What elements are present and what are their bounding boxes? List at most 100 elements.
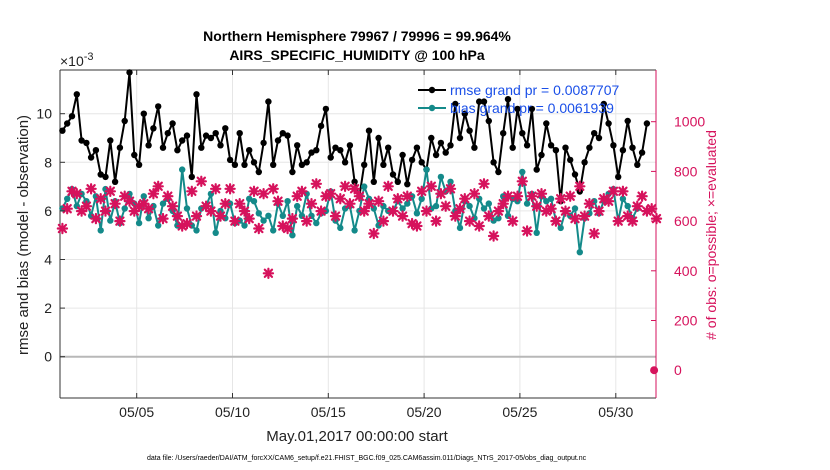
rmse-point	[643, 120, 651, 127]
obs-evaluated-point	[478, 178, 490, 190]
bias-point	[121, 205, 128, 212]
bias-point	[404, 200, 411, 207]
obs-evaluated-point	[420, 205, 433, 217]
obs-evaluated-point	[296, 185, 308, 197]
obs-evaluated-point	[133, 200, 145, 212]
obs-evaluated-point	[200, 200, 212, 212]
bias-point	[480, 205, 488, 212]
obs-evaluated-point	[468, 188, 481, 200]
obs-evaluated-point	[334, 193, 346, 205]
obs-evaluated-point	[142, 203, 155, 215]
obs-evaluated-point	[440, 200, 452, 212]
obs-evaluated-point	[238, 205, 251, 217]
rmse-point	[600, 100, 607, 108]
obs-evaluated-point	[641, 205, 653, 217]
rmse-point	[179, 137, 186, 144]
rmse-point	[59, 127, 66, 134]
bias-point	[294, 202, 301, 210]
rmse-point	[68, 113, 76, 120]
rmse-point	[289, 168, 296, 176]
rmse-point	[394, 178, 401, 185]
rmse-point	[169, 120, 176, 127]
obs-evaluated-point	[171, 210, 184, 222]
obs-evaluated-point	[650, 212, 663, 225]
obs-evaluated-point	[186, 185, 198, 197]
rmse-point	[150, 125, 157, 132]
rmse-point	[418, 159, 425, 166]
obs-evaluated-point	[511, 190, 524, 202]
rmse-point	[337, 147, 344, 154]
obs-evaluated-point	[358, 205, 370, 217]
rmse-point	[538, 151, 545, 159]
obs-evaluated-point	[71, 188, 83, 200]
rmse-point	[619, 147, 627, 154]
rmse-point	[174, 147, 181, 154]
bias-point	[432, 202, 440, 210]
obs-evaluated-point	[320, 190, 332, 202]
obs-evaluated-point	[248, 185, 260, 197]
bias-point	[63, 195, 71, 202]
rmse-point	[605, 120, 612, 127]
obs-evaluated-point	[214, 210, 227, 222]
obs-evaluated-point	[588, 227, 600, 240]
obs-evaluated-point	[487, 230, 500, 242]
y2-axis-label: # of obs: o=possible; ×=evaluated	[703, 130, 719, 340]
obs-evaluated-point	[195, 175, 207, 187]
obs-evaluated-point	[377, 215, 390, 227]
x-tick-label: 05/05	[119, 404, 154, 420]
rmse-point	[164, 130, 171, 137]
obs-evaluated-point	[301, 215, 313, 227]
obs-evaluated-point	[286, 212, 299, 225]
obs-evaluated-point	[612, 215, 624, 227]
rmse-point	[456, 134, 464, 142]
obs-evaluated-point	[348, 183, 361, 195]
bias-point	[179, 166, 186, 173]
obs-evaluated-point	[449, 210, 461, 222]
rmse-point	[255, 168, 262, 176]
obs-evaluated-point	[95, 193, 107, 205]
rmse-point	[140, 110, 147, 117]
x-tick-label: 05/25	[502, 404, 537, 420]
rmse-point	[466, 127, 473, 134]
bias-point	[145, 215, 152, 222]
bias-point	[193, 227, 200, 234]
y-axis-label: rmse and bias (model - observation)	[15, 115, 32, 355]
obs-evaluated-point	[545, 203, 557, 215]
obs-evaluated-point	[267, 183, 279, 195]
y-tick-label: 0	[44, 349, 52, 365]
x-axis-label: May.01,2017 00:00:00 start	[266, 428, 448, 445]
y2-tick-label: 200	[674, 313, 698, 329]
obs-evaluated-point	[406, 217, 418, 230]
rmse-point	[471, 144, 478, 151]
y2-tick-label: 0	[674, 362, 682, 378]
bias-point	[284, 198, 291, 205]
x-tick-label: 05/10	[215, 404, 250, 420]
rmse-point	[188, 173, 195, 181]
rmse-point	[207, 134, 215, 142]
rmse-point	[504, 96, 512, 103]
rmse-point	[476, 98, 483, 105]
y-tick-label: 8	[44, 154, 52, 170]
obs-evaluated-point	[521, 225, 533, 237]
rmse-point	[528, 105, 536, 113]
obs-evaluated-point	[578, 210, 591, 222]
obs-evaluated-point	[535, 188, 548, 200]
obs-evaluated-point	[152, 180, 164, 192]
rmse-point	[303, 159, 310, 166]
rmse-point	[615, 173, 622, 181]
obs-evaluated-point	[516, 175, 528, 187]
obs-evaluated-point	[435, 188, 447, 200]
obs-evaluated-point	[99, 205, 112, 217]
rmse-point	[212, 130, 219, 137]
rmse-point	[591, 130, 598, 137]
rmse-point	[332, 144, 339, 151]
y2-tick-label: 400	[674, 263, 698, 279]
obs-evaluated-point	[454, 203, 466, 215]
rmse-point	[375, 134, 382, 142]
rmse-point	[442, 149, 449, 156]
y-tick-label: 6	[44, 203, 52, 219]
rmse-point	[413, 144, 421, 151]
obs-evaluated-point	[219, 198, 231, 210]
rmse-point	[361, 161, 368, 168]
